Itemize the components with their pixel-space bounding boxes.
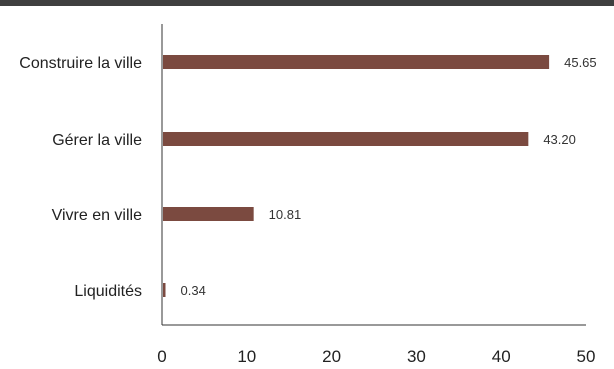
- x-tick-label-0: 0: [157, 347, 166, 366]
- value-label-0: 45.65: [564, 55, 597, 70]
- category-labels-group: Construire la ville Gérer la ville Vivre e…: [19, 55, 142, 300]
- x-tick-label-4: 40: [492, 347, 511, 366]
- value-label-2: 10.81: [269, 207, 302, 222]
- category-label-0: Construire la ville: [19, 55, 142, 72]
- bar-3: [163, 283, 166, 297]
- tick-labels-group: 0 10 20 30 40 50: [157, 347, 595, 366]
- bar-2: [163, 207, 254, 221]
- category-label-3: Liquidités: [74, 283, 142, 300]
- bar-0: [163, 55, 550, 69]
- x-tick-label-2: 20: [322, 347, 341, 366]
- value-labels-group: 45.65 43.20 10.81 0.34: [181, 55, 597, 298]
- bars-group: [163, 55, 550, 297]
- x-tick-label-1: 10: [237, 347, 256, 366]
- value-label-3: 0.34: [181, 283, 206, 298]
- axes-group: [161, 24, 586, 326]
- x-tick-label-5: 50: [577, 347, 596, 366]
- category-label-1: Gérer la ville: [52, 132, 142, 149]
- x-tick-label-3: 30: [407, 347, 426, 366]
- value-label-1: 43.20: [543, 132, 576, 147]
- top-rule: [0, 0, 614, 6]
- category-label-2: Vivre en ville: [52, 207, 143, 224]
- bar-1: [163, 132, 529, 146]
